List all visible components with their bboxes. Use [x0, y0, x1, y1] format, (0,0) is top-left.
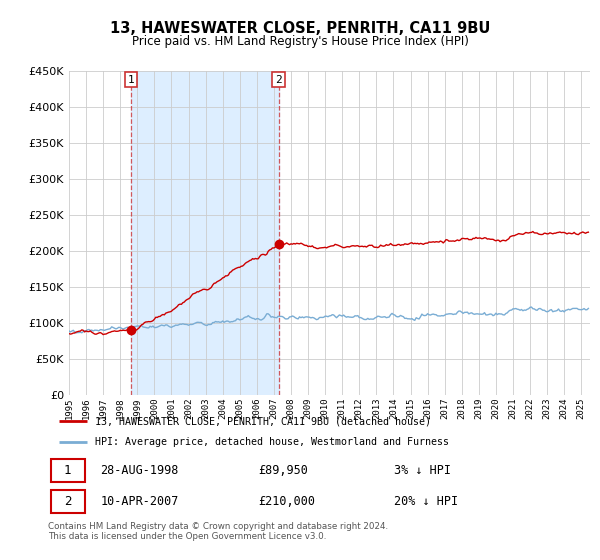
Bar [50, 490, 85, 513]
Text: Contains HM Land Registry data © Crown copyright and database right 2024.
This d: Contains HM Land Registry data © Crown c… [48, 522, 388, 542]
Text: 20% ↓ HPI: 20% ↓ HPI [395, 495, 458, 508]
Text: Price paid vs. HM Land Registry's House Price Index (HPI): Price paid vs. HM Land Registry's House … [131, 35, 469, 48]
Text: 28-AUG-1998: 28-AUG-1998 [101, 464, 179, 477]
Text: 2: 2 [275, 74, 282, 85]
Text: £89,950: £89,950 [258, 464, 308, 477]
Text: 13, HAWESWATER CLOSE, PENRITH, CA11 9BU: 13, HAWESWATER CLOSE, PENRITH, CA11 9BU [110, 21, 490, 36]
Text: 1: 1 [64, 464, 71, 477]
Text: 2: 2 [64, 495, 71, 508]
Text: 13, HAWESWATER CLOSE, PENRITH, CA11 9BU (detached house): 13, HAWESWATER CLOSE, PENRITH, CA11 9BU … [95, 416, 431, 426]
Text: 10-APR-2007: 10-APR-2007 [101, 495, 179, 508]
Text: HPI: Average price, detached house, Westmorland and Furness: HPI: Average price, detached house, West… [95, 437, 449, 447]
Bar [131, 71, 278, 395]
Text: £210,000: £210,000 [258, 495, 315, 508]
Text: 1: 1 [128, 74, 134, 85]
Bar [50, 459, 85, 482]
Text: 3% ↓ HPI: 3% ↓ HPI [395, 464, 452, 477]
